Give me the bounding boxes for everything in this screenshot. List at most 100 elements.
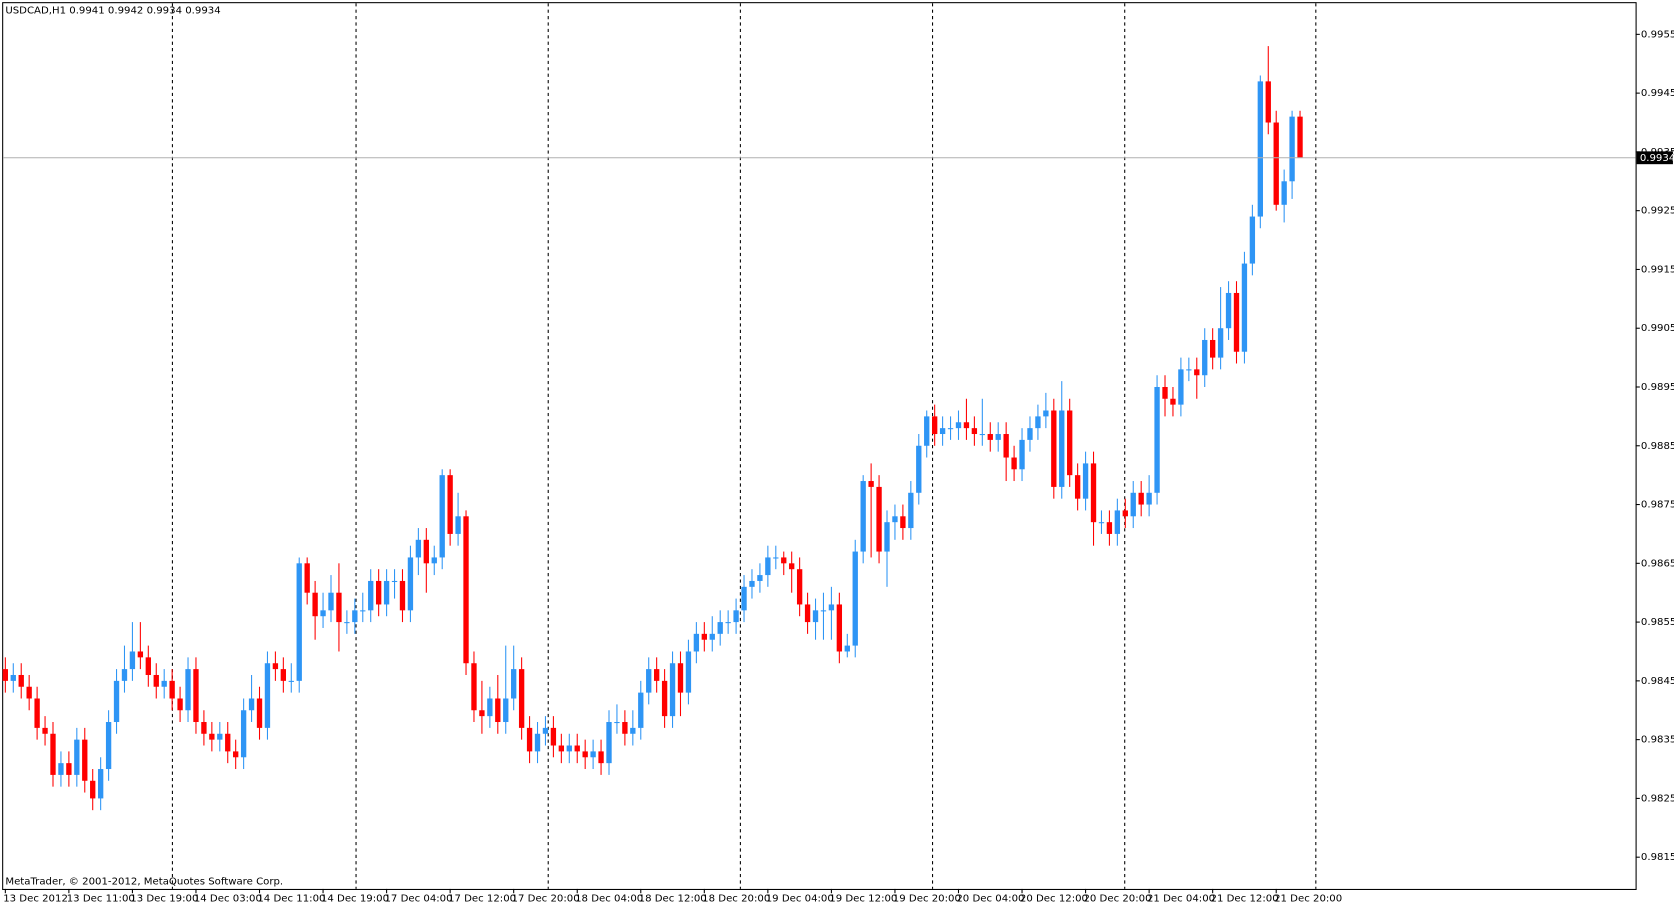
candle-body [1130, 492, 1136, 517]
candle-body [407, 557, 414, 611]
x-tick-label: 18 Dec 20:00 [702, 894, 770, 905]
candle-body [415, 539, 422, 558]
candle-body [74, 739, 80, 775]
candle-body [757, 575, 763, 581]
candle-body [550, 727, 557, 746]
candle-body [169, 680, 175, 699]
candle-body [240, 710, 247, 758]
candle-body [1114, 510, 1121, 534]
candle-body [1194, 369, 1200, 376]
candle-body [804, 604, 811, 623]
candle-body [630, 727, 636, 734]
candle-body [781, 557, 787, 564]
x-tick-label: 18 Dec 12:00 [639, 894, 707, 905]
candle-body [1241, 263, 1248, 352]
candle-body [979, 434, 985, 436]
candle-body [2, 669, 9, 681]
candle-body [1003, 434, 1009, 458]
candle-body [598, 751, 604, 764]
candle-body [336, 592, 342, 623]
candle-body [542, 727, 549, 734]
y-tick-label: 0.9955 [1641, 29, 1674, 40]
y-tick-label: 0.9915 [1641, 264, 1674, 275]
candle-body [916, 445, 922, 493]
candle-body [717, 622, 723, 634]
candle-body [1265, 81, 1271, 123]
x-tick-label: 21 Dec 04:00 [1147, 894, 1215, 905]
candle-body [471, 663, 477, 711]
candle-body [1186, 369, 1192, 371]
candle-body [439, 475, 445, 558]
candle-body [145, 657, 151, 675]
candle-body [1059, 410, 1065, 487]
candle-body [1098, 522, 1105, 524]
candle-body [1106, 522, 1113, 534]
candle-body [638, 692, 644, 728]
x-tick-label: 21 Dec 20:00 [1274, 894, 1342, 905]
candle-body [248, 698, 255, 711]
candle-body [677, 663, 684, 693]
candle-body [646, 669, 652, 693]
candle-body [1217, 328, 1224, 358]
copyright: MetaTrader, © 2001-2012, MetaQuotes Soft… [5, 876, 283, 887]
current-price-box [1636, 151, 1673, 165]
candle-body [765, 557, 771, 576]
candle-body [328, 592, 334, 611]
y-tick-label: 0.9825 [1641, 793, 1674, 804]
candle-body [320, 610, 326, 617]
x-tick-label: 17 Dec 12:00 [448, 894, 516, 905]
candle-body [368, 580, 374, 611]
candle-body [741, 586, 747, 611]
candle-body [153, 674, 159, 687]
candle-body [955, 422, 962, 429]
candle-body [963, 422, 970, 429]
day-separators [171, 3, 1317, 889]
candle-body [82, 739, 88, 781]
candle-body [701, 633, 707, 640]
candle-body [10, 674, 16, 681]
x-tick-label: 20 Dec 20:00 [1083, 894, 1151, 905]
candle-body [987, 434, 993, 440]
x-tick-label: 17 Dec 04:00 [384, 894, 452, 905]
candle-body [590, 751, 596, 758]
candle-body [209, 733, 215, 740]
candle-body [908, 492, 914, 529]
x-tick-label: 19 Dec 04:00 [766, 894, 834, 905]
candle-body [947, 428, 954, 430]
candle-body [1090, 463, 1097, 523]
candle-body [518, 669, 525, 728]
candle-body [534, 733, 541, 752]
candle-body [1146, 492, 1152, 505]
candle-body [669, 663, 676, 717]
candle-body [939, 428, 946, 435]
candle-body [1027, 428, 1033, 440]
y-tick-label: 0.9815 [1641, 852, 1674, 863]
candle-body [312, 592, 318, 617]
candle-body [1178, 369, 1184, 405]
candle-body [574, 745, 580, 752]
candle-body [137, 651, 144, 658]
y-tick-label: 0.9945 [1641, 88, 1674, 99]
candle-body [653, 669, 660, 681]
candle-body [344, 622, 350, 624]
current-price-label: 0.9934 [1640, 153, 1674, 164]
candle-body [391, 580, 398, 583]
x-tick-label: 14 Dec 11:00 [257, 894, 325, 905]
candle-body [256, 698, 263, 728]
candle-body [26, 686, 32, 699]
candle-body [844, 645, 850, 652]
candle-body [1225, 292, 1232, 329]
y-tick-label: 0.9885 [1641, 441, 1674, 452]
candle-body [1289, 116, 1295, 182]
candle-body [58, 763, 64, 775]
x-tick-label: 19 Dec 20:00 [893, 894, 961, 905]
x-tick-label: 18 Dec 04:00 [575, 894, 643, 905]
candle-body [1209, 339, 1216, 358]
candle-body [105, 722, 112, 770]
candle-body [423, 539, 429, 564]
candle-body [1297, 116, 1303, 158]
y-tick-label: 0.9865 [1641, 558, 1674, 569]
candle-body [1035, 416, 1041, 429]
